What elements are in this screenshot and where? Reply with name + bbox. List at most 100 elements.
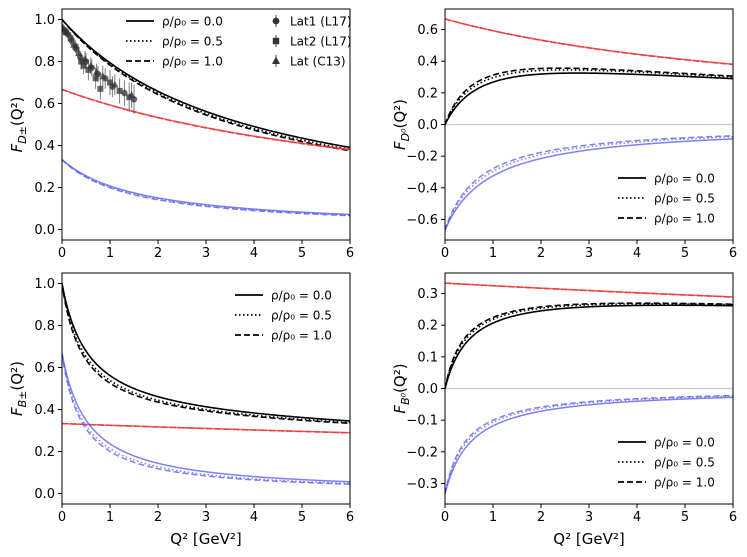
x-tick-label: 4 bbox=[633, 246, 641, 261]
series-line-6 bbox=[62, 159, 350, 216]
y-label-main: F bbox=[8, 143, 26, 152]
series-line-4 bbox=[445, 18, 733, 66]
legend: ρ/ρ₀ = 0.0 ρ/ρ₀ = 0.5 ρ/ρ₀ = 1.0 Lat1 (L17)… bbox=[126, 15, 352, 69]
plot-area bbox=[62, 283, 350, 485]
series-line-0 bbox=[445, 72, 733, 125]
x-tick-label: 3 bbox=[202, 246, 210, 261]
y-tick-label: 0.0 bbox=[417, 118, 438, 133]
legend-label: ρ/ρ₀ = 0.0 bbox=[654, 172, 715, 186]
x-tick-label: 0 bbox=[58, 510, 66, 525]
data-point-triangle bbox=[62, 23, 67, 31]
legend-label: ρ/ρ₀ = 0.5 bbox=[271, 309, 332, 323]
y-tick-label: 0.3 bbox=[417, 287, 438, 302]
x-tick-label: 1 bbox=[489, 246, 497, 261]
y-label-tail: (Q²) bbox=[8, 97, 26, 127]
series-line-5 bbox=[445, 18, 733, 66]
data-point-triangle bbox=[111, 80, 119, 88]
x-tick-label: 6 bbox=[346, 246, 354, 261]
data-point-square bbox=[67, 35, 74, 42]
series-line-5 bbox=[445, 282, 733, 298]
series-line-1 bbox=[445, 303, 733, 389]
y-tick-label: 0.6 bbox=[417, 23, 438, 38]
x-tick-label: 5 bbox=[298, 510, 306, 525]
y-tick-label: 0.0 bbox=[34, 487, 55, 502]
x-tick-label: 3 bbox=[202, 510, 210, 525]
y-tick-label: 0.0 bbox=[34, 223, 55, 238]
data-point-square bbox=[107, 79, 113, 86]
plot-area bbox=[445, 282, 733, 495]
x-tick-label: 4 bbox=[250, 510, 258, 525]
y-tick-label: 0.4 bbox=[34, 139, 55, 154]
legend-label: ρ/ρ₀ = 1.0 bbox=[162, 55, 223, 69]
x-tick-label: 0 bbox=[441, 510, 449, 525]
x-tick-label: 5 bbox=[681, 246, 689, 261]
series-line-6 bbox=[445, 138, 733, 231]
x-tick-label: 6 bbox=[729, 510, 737, 525]
x-tick-label: 3 bbox=[585, 510, 593, 525]
y-label-sub: D± bbox=[16, 126, 29, 144]
y-tick-label: −0.2 bbox=[406, 150, 438, 165]
series-line-5 bbox=[62, 88, 350, 151]
y-tick-label: −0.3 bbox=[406, 477, 438, 492]
y-tick-label: −0.4 bbox=[406, 181, 438, 196]
series-line-8 bbox=[445, 135, 733, 231]
data-point-triangle bbox=[81, 55, 89, 63]
plot-area bbox=[62, 18, 350, 217]
series-line-5 bbox=[62, 422, 350, 434]
series-line-2 bbox=[445, 302, 733, 389]
y-label-main: F bbox=[391, 141, 409, 150]
x-tick-label: 2 bbox=[537, 510, 545, 525]
y-label-sub: D⁰ bbox=[399, 128, 412, 141]
x-tick-label: 4 bbox=[250, 246, 258, 261]
x-tick-label: 6 bbox=[346, 510, 354, 525]
x-tick-label: 6 bbox=[729, 246, 737, 261]
data-point-square bbox=[97, 85, 104, 92]
x-tick-label: 0 bbox=[58, 246, 66, 261]
x-axis-label: Q² [GeV²] bbox=[170, 530, 241, 548]
y-tick-label: 0.4 bbox=[417, 55, 438, 70]
y-tick-label: 1.0 bbox=[34, 13, 55, 28]
legend-label: ρ/ρ₀ = 0.0 bbox=[654, 436, 715, 450]
x-tick-label: 0 bbox=[441, 246, 449, 261]
series-line-8 bbox=[445, 394, 733, 495]
y-tick-label: 0.2 bbox=[417, 319, 438, 334]
y-tick-label: 0.1 bbox=[417, 350, 438, 365]
y-tick-label: 0.6 bbox=[34, 361, 55, 376]
series-line-1 bbox=[445, 69, 733, 125]
series-line-7 bbox=[445, 136, 733, 231]
series-line-0 bbox=[62, 283, 350, 422]
x-tick-label: 2 bbox=[537, 246, 545, 261]
panel-bottom-left: 0 1 2 3 4 5 6 0.0 0.2 0.4 0.6 0.8 1.0 FB±(Q²) Q² [GeV²… bbox=[8, 272, 354, 548]
y-label-main: F bbox=[391, 405, 409, 414]
data-point-triangle bbox=[92, 68, 101, 75]
y-tick-label: −0.1 bbox=[406, 414, 438, 429]
y-tick-label: 0.8 bbox=[34, 55, 55, 70]
data-point-triangle bbox=[63, 28, 71, 36]
x-tick-label: 4 bbox=[633, 510, 641, 525]
y-tick-label: 0.2 bbox=[34, 445, 55, 460]
series-line-4 bbox=[62, 88, 350, 151]
panel-top-right: 0 1 2 3 4 5 6 −0.6 −0.4 −0.2 0.0 0.2 0.4 0.6 FD⁰(Q²) ρ/… bbox=[391, 8, 737, 261]
series-line-3 bbox=[62, 88, 350, 151]
series-line-2 bbox=[62, 283, 350, 425]
x-tick-label: 5 bbox=[681, 510, 689, 525]
legend-label: ρ/ρ₀ = 0.5 bbox=[162, 35, 223, 49]
series-line-3 bbox=[445, 18, 733, 65]
legend: ρ/ρ₀ = 0.0 ρ/ρ₀ = 0.5 ρ/ρ₀ = 1.0 bbox=[618, 172, 715, 226]
legend-marker-circle bbox=[272, 17, 280, 25]
data-point-square bbox=[80, 62, 87, 69]
x-tick-label: 3 bbox=[585, 246, 593, 261]
data-point-square bbox=[116, 87, 123, 94]
legend-label: ρ/ρ₀ = 1.0 bbox=[654, 476, 715, 490]
legend-label: Lat1 (L17) bbox=[290, 15, 352, 29]
y-axis-label: FD±(Q²) bbox=[8, 97, 29, 153]
plot-area bbox=[445, 18, 733, 231]
data-point-triangle bbox=[127, 91, 136, 99]
x-axis-label: Q² [GeV²] bbox=[553, 530, 624, 548]
data-point-circle bbox=[121, 89, 128, 97]
data-point-triangle bbox=[70, 40, 78, 48]
y-tick-label: 0.2 bbox=[34, 181, 55, 196]
legend-label: ρ/ρ₀ = 0.5 bbox=[654, 456, 715, 470]
y-label-sub: B± bbox=[16, 391, 29, 408]
y-tick-label: 0.0 bbox=[417, 382, 438, 397]
